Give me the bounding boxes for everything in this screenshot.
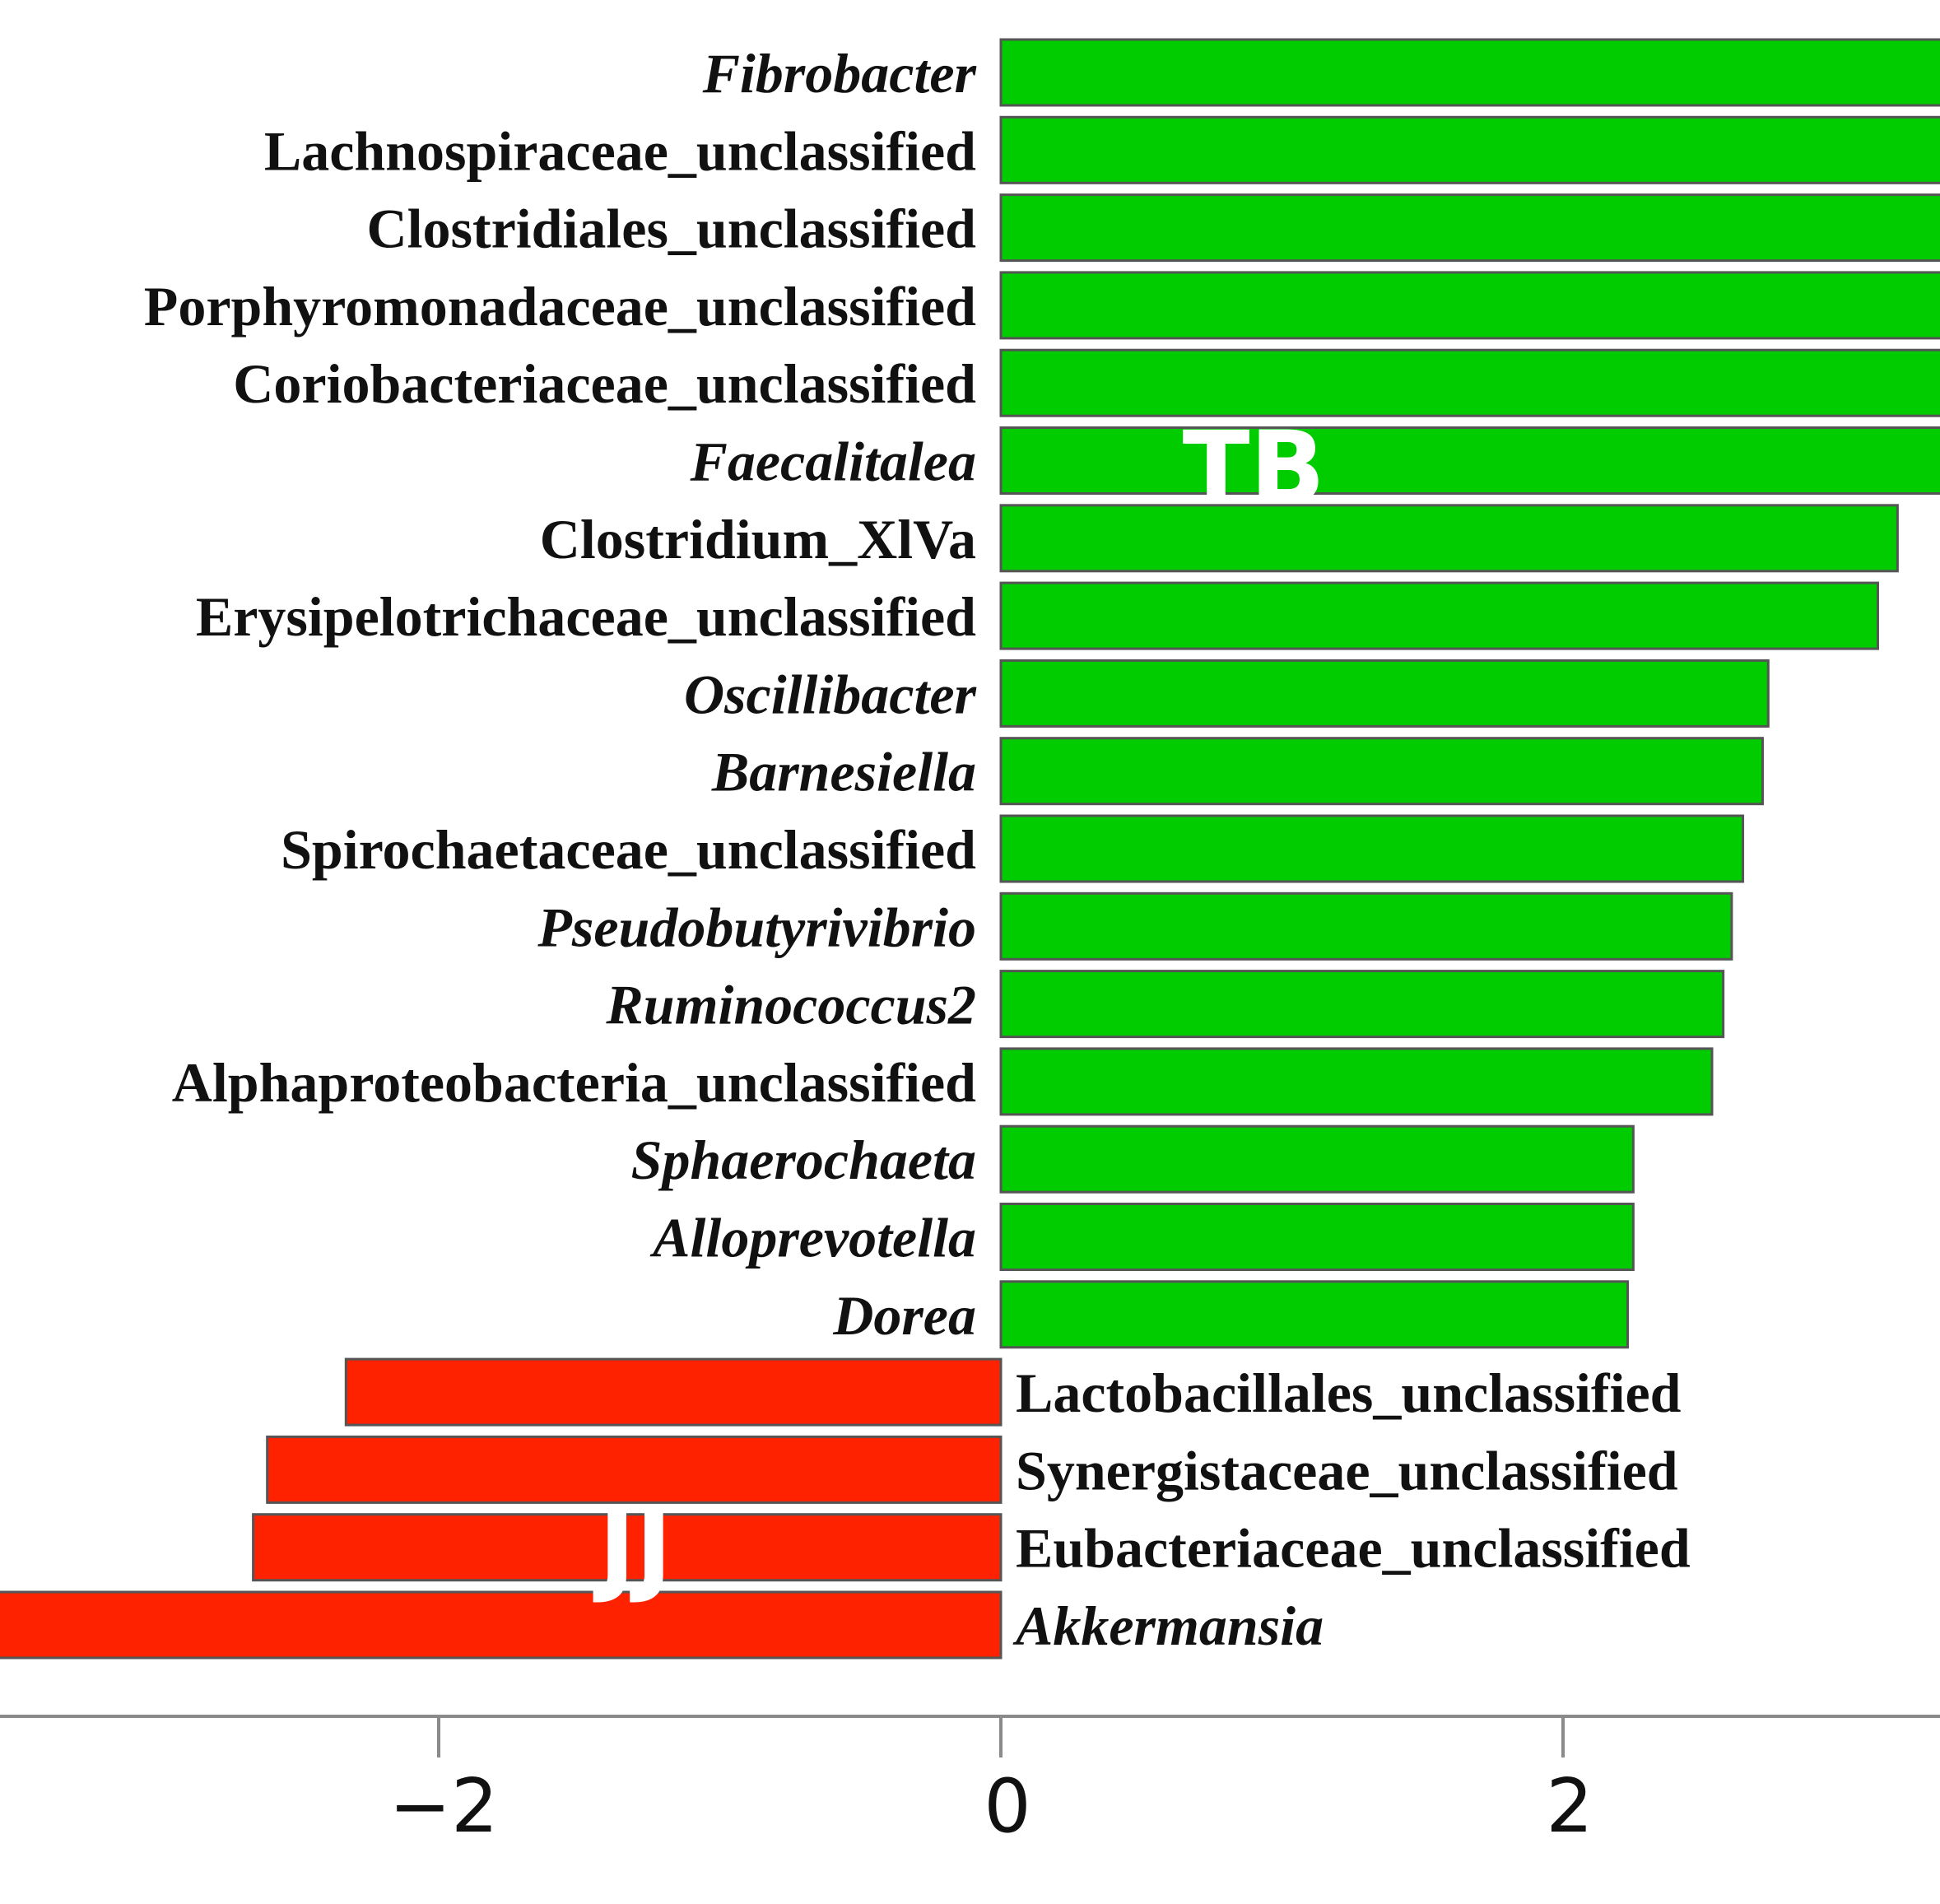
- bar-tb: [999, 504, 1899, 573]
- bar-labels-layer: Fibrobacter Lachnospiraceae_unclassified C…: [144, 42, 1691, 1657]
- bars-layer: [0, 38, 1940, 1660]
- bar-label: Faecalitalea: [690, 431, 976, 493]
- bar-label: Alphaproteobacteria_unclassified: [172, 1051, 976, 1114]
- bar-label: Akkermansia: [1012, 1594, 1324, 1657]
- bar-tb: [999, 659, 1770, 728]
- bar-tb: [999, 737, 1764, 806]
- x-tick-label: −2: [389, 1763, 499, 1850]
- bar-label: Erysipelotrichaceae_unclassified: [196, 585, 976, 648]
- group-label-jj: JJ: [593, 1492, 672, 1607]
- bar-tb: [999, 581, 1879, 650]
- bar-label: Sphaerochaeta: [631, 1129, 976, 1191]
- bar-label: Lactobacillales_unclassified: [1016, 1362, 1682, 1424]
- bar-label: Fibrobacter: [702, 42, 977, 105]
- group-labels-layer: TB JJ: [593, 412, 1325, 1607]
- bar-label: Barnesiella: [711, 741, 976, 803]
- bar-label: Dorea: [832, 1284, 976, 1347]
- bar-label: Pseudobutyrivibrio: [537, 896, 976, 958]
- bar-jj: [344, 1357, 1003, 1427]
- bar-label: Synergistaceae_unclassified: [1016, 1439, 1678, 1501]
- bar-tb: [999, 814, 1745, 883]
- bar-tb: [999, 348, 1940, 417]
- bar-jj: [252, 1513, 1003, 1582]
- x-tick-label: 2: [1546, 1763, 1593, 1850]
- bar-tb: [999, 115, 1940, 184]
- bar-label: Eubacteriaceae_unclassified: [1016, 1517, 1691, 1580]
- bar-tb: [999, 1124, 1635, 1194]
- bar-jj: [266, 1435, 1003, 1504]
- bar-tb: [999, 271, 1940, 340]
- bar-tb: [999, 1047, 1714, 1116]
- bar-tb: [999, 426, 1940, 495]
- bar-tb: [999, 1203, 1635, 1271]
- bar-label: Lachnospiraceae_unclassified: [264, 119, 976, 182]
- group-label-tb: TB: [1183, 412, 1325, 526]
- x-tick-label: 0: [984, 1763, 1030, 1850]
- bar-label: Spirochaetaceae_unclassified: [281, 818, 976, 881]
- bar-tb: [999, 1280, 1630, 1349]
- bar-label: Clostridiales_unclassified: [367, 198, 977, 260]
- bar-label: Porphyromonadaceae_unclassified: [144, 275, 976, 338]
- bar-label: Coriobacteriaceae_unclassified: [233, 352, 976, 415]
- bar-label: Alloprevotella: [649, 1207, 976, 1269]
- bar-tb: [999, 891, 1733, 961]
- bar-jj: [0, 1590, 1003, 1660]
- bar-tb: [999, 970, 1725, 1039]
- bar-label: Oscillibacter: [684, 663, 977, 725]
- x-axis: −6−4−20246: [0, 1715, 1940, 1850]
- bar-tb: [999, 38, 1940, 107]
- bar-tb: [999, 193, 1940, 263]
- bar-label: Ruminococcus2: [605, 974, 976, 1036]
- bar-label: Clostridium_XlVa: [540, 508, 976, 570]
